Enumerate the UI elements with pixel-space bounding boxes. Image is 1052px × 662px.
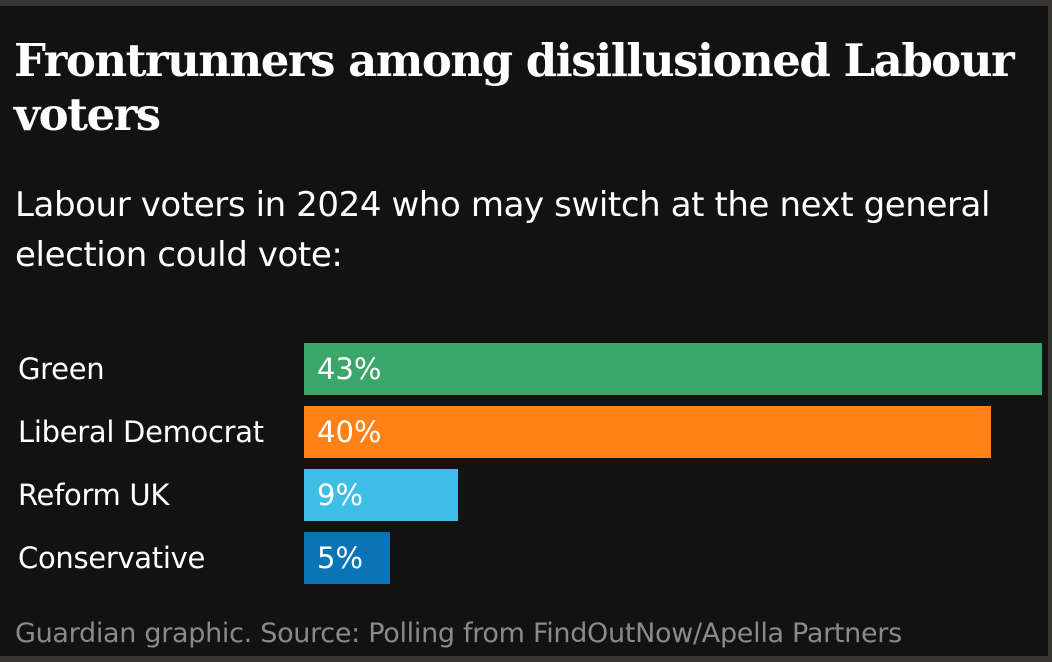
bar-reform-uk: [304, 469, 458, 521]
bar-row-conservative: Conservative 5%: [0, 532, 1052, 584]
bar-green: [304, 343, 1042, 395]
category-label-reform-uk: Reform UK: [18, 478, 170, 512]
chart-title: Frontrunners among disillusioned Labour …: [14, 34, 1015, 141]
bar-liberal-democrat: [304, 406, 991, 458]
value-label-reform-uk: 9%: [317, 478, 364, 512]
source-note: Guardian graphic. Source: Polling from F…: [15, 618, 902, 649]
bar-row-green: Green 43%: [0, 343, 1052, 395]
value-label-green: 43%: [317, 352, 382, 386]
value-label-liberal-democrat: 40%: [317, 415, 382, 449]
value-label-conservative: 5%: [317, 541, 364, 575]
bar-row-liberal-democrat: Liberal Democrat 40%: [0, 406, 1052, 458]
category-label-liberal-democrat: Liberal Democrat: [18, 415, 264, 449]
bar-chart: Green 43% Liberal Democrat 40% Reform UK 9% Co…: [0, 336, 1052, 592]
chart-subtitle: Labour voters in 2024 who may switch at …: [15, 185, 991, 275]
category-label-green: Green: [18, 352, 105, 386]
category-label-conservative: Conservative: [18, 541, 206, 575]
bar-conservative: [304, 532, 390, 584]
bar-row-reform-uk: Reform UK 9%: [0, 469, 1052, 521]
